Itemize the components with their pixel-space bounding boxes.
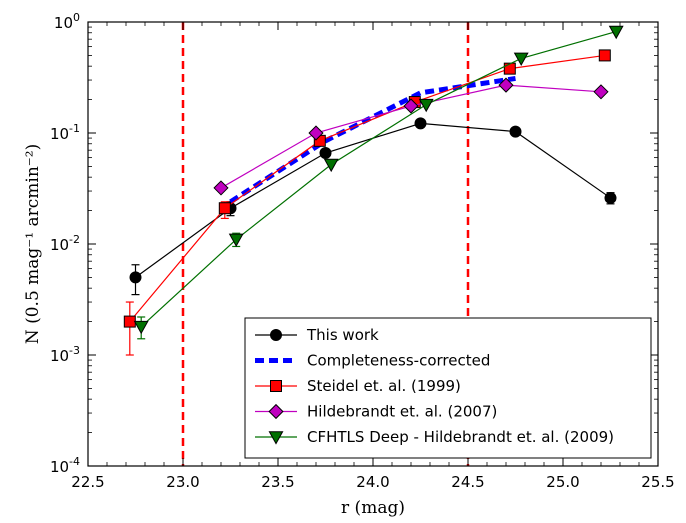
data-point (308, 125, 324, 141)
data-point (608, 25, 624, 40)
legend-marker (270, 380, 282, 392)
data-point (598, 49, 611, 62)
series-layer (123, 25, 624, 356)
series-line (140, 30, 617, 328)
data-point (593, 84, 609, 100)
x-tick-label: 22.5 (71, 473, 104, 491)
legend-box (244, 317, 652, 459)
y-tick-label: 10-1 (50, 122, 80, 143)
legend-label: Hildebrandt et. al. (2007) (307, 403, 497, 421)
legend-entry-2: Completeness-corrected (255, 352, 490, 370)
data-point (228, 233, 244, 248)
series-5 (133, 25, 624, 340)
legend-label: This work (306, 326, 379, 344)
data-point (213, 180, 229, 196)
data-point (414, 117, 427, 130)
y-tick-label: 10-4 (50, 455, 80, 476)
y-tick-label: 10-2 (50, 233, 80, 254)
data-point (503, 62, 516, 75)
data-point (218, 202, 231, 215)
x-axis-title: r (mag) (341, 498, 405, 518)
series-3 (123, 49, 611, 356)
data-point (418, 98, 434, 113)
legend-entry-5: CFHTLS Deep - Hildebrandt et. al. (2009) (255, 428, 614, 446)
x-tick-label: 24.0 (356, 473, 389, 491)
legend-entry-3: Steidel et. al. (1999) (255, 377, 461, 395)
data-point (129, 271, 142, 284)
x-tick-label: 25.5 (641, 473, 674, 491)
legend: This work Completeness-corrected Steidel e… (244, 317, 652, 459)
series-line (135, 122, 611, 278)
legend-label: Steidel et. al. (1999) (307, 377, 461, 395)
legend-marker (270, 329, 282, 341)
data-point (403, 98, 419, 114)
error-bar (125, 301, 134, 356)
data-point (133, 320, 149, 335)
series-2 (229, 75, 516, 204)
data-point (509, 125, 522, 138)
legend-entry-1: This work (255, 326, 379, 344)
legend-entry-4: Hildebrandt et. al. (2007) (255, 403, 497, 421)
y-tick-label: 10-3 (50, 344, 80, 365)
series-line (229, 75, 516, 204)
legend-marker (268, 403, 284, 420)
x-tick-label: 23.5 (261, 473, 294, 491)
data-point (513, 52, 529, 67)
axis-ticks (87, 21, 659, 467)
legend-marker (268, 431, 284, 445)
data-point (319, 147, 332, 160)
data-point (604, 191, 617, 204)
data-point (498, 77, 514, 93)
x-tick-label: 25.0 (546, 473, 579, 491)
legend-label: Completeness-corrected (307, 352, 490, 370)
series-4 (213, 77, 609, 196)
x-tick-label: 24.5 (451, 473, 484, 491)
data-point (123, 315, 136, 328)
x-tick-label: 23.0 (166, 473, 199, 491)
series-1 (129, 117, 617, 296)
y-axis-title: N (0.5 mag⁻¹ arcmin⁻²) (23, 144, 43, 344)
axis-labels: 22.5 23.0 23.5 24.0 24.5 25.0 25.5 10-4 10-3 10-2… (23, 11, 675, 518)
data-point (323, 158, 339, 173)
legend-label: CFHTLS Deep - Hildebrandt et. al. (2009) (307, 428, 614, 446)
series-line (129, 54, 605, 322)
y-tick-label: 100 (54, 11, 80, 32)
